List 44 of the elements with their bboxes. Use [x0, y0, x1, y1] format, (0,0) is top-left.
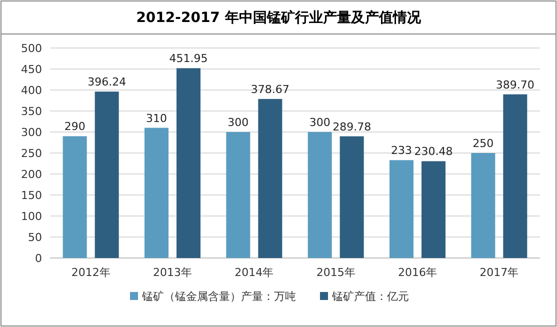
data-label: 389.70 — [496, 78, 534, 92]
y-tick-label: 500 — [21, 42, 42, 55]
bar — [62, 136, 87, 258]
y-tick-label: 450 — [21, 63, 42, 76]
x-tick-label: 2014年 — [234, 266, 274, 279]
x-tick-label: 2016年 — [398, 266, 437, 279]
y-tick-label: 300 — [21, 126, 42, 139]
bar — [503, 94, 528, 258]
bar — [340, 136, 364, 258]
x-tick-label: 2012年 — [71, 266, 110, 279]
data-label: 378.67 — [250, 82, 290, 96]
legend-label: 锰矿产值：亿元 — [331, 290, 409, 303]
data-label: 451.95 — [169, 52, 208, 66]
bar — [144, 128, 168, 258]
bar — [258, 98, 282, 258]
data-label: 300 — [228, 116, 249, 129]
x-tick-label: 2017年 — [480, 266, 519, 279]
data-label: 310 — [146, 112, 167, 125]
y-tick-label: 150 — [21, 189, 42, 202]
data-label: 290 — [64, 120, 86, 134]
data-label: 250 — [472, 137, 494, 150]
bar — [308, 132, 332, 258]
bar — [226, 132, 250, 258]
x-tick-label: 2013年 — [153, 266, 192, 279]
data-label: 300 — [309, 116, 330, 129]
chart-title: 2012-2017 年中国锰矿行业产量及产值情况 — [136, 9, 422, 26]
bar — [94, 92, 119, 258]
y-tick-label: 200 — [21, 168, 42, 181]
bar — [390, 160, 414, 258]
x-tick-label: 2015年 — [316, 266, 356, 279]
data-label: 233 — [391, 144, 412, 158]
data-label: 396.24 — [88, 76, 126, 89]
data-label: 289.78 — [332, 120, 372, 134]
y-tick-label: 100 — [21, 210, 42, 223]
bar — [176, 68, 200, 258]
legend-label: 锰矿（锰金属含量）产量：万吨 — [141, 290, 296, 303]
y-tick-label: 250 — [21, 147, 42, 160]
y-tick-label: 350 — [21, 105, 42, 118]
bar — [471, 153, 496, 258]
y-tick-label: 0 — [35, 252, 42, 265]
y-tick-label: 400 — [21, 84, 42, 97]
bar — [422, 161, 446, 258]
y-tick-label: 50 — [28, 231, 42, 244]
data-label: 230.48 — [414, 145, 453, 158]
